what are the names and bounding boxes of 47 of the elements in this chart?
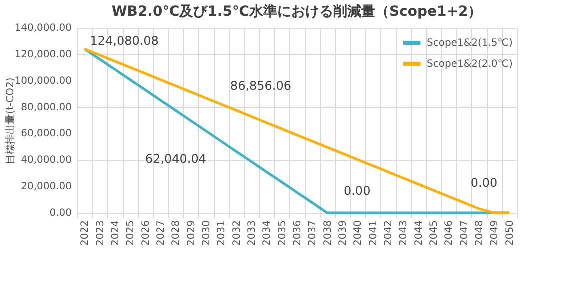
y-tick-label: 60,000.00 — [21, 128, 72, 140]
y-tick-label: 20,000.00 — [21, 182, 72, 193]
legend-label: Scope1&2(2.0℃) — [427, 59, 514, 70]
x-tick-label: 2039 — [338, 220, 350, 246]
x-tick-label: 2034 — [262, 220, 274, 246]
x-tick-label: 2040 — [353, 220, 364, 246]
annotation: 124,080.08 — [90, 34, 159, 48]
x-tick-label: 2037 — [308, 220, 319, 246]
x-tick-label: 2047 — [459, 220, 470, 246]
x-tick-label: 2028 — [171, 220, 182, 246]
x-tick-label: 2022 — [80, 220, 92, 246]
x-tick-label: 2046 — [444, 220, 456, 246]
y-axis-title: 目標排出量(t-CO2) — [4, 78, 16, 164]
y-tick-label: 80,000.00 — [21, 102, 72, 114]
x-tick-label: 2026 — [140, 220, 152, 246]
x-tick-label: 2031 — [216, 220, 228, 246]
x-tick-label: 2033 — [246, 220, 258, 246]
x-tick-label: 2042 — [384, 220, 395, 246]
x-tick-label: 2041 — [368, 220, 380, 246]
x-tick-label: 2027 — [156, 220, 167, 246]
y-tick-label: 100,000.00 — [14, 76, 72, 87]
line-series — [83, 48, 511, 214]
x-tick-label: 2045 — [429, 220, 440, 246]
y-tick-label: 40,000.00 — [21, 155, 72, 166]
x-tick-label: 2030 — [201, 220, 212, 246]
x-tick-label: 2025 — [126, 220, 137, 246]
chart-title: WB2.0℃及び1.5℃水準における削減量（Scope1+2） — [112, 4, 482, 20]
annotation: 86,856.06 — [230, 79, 292, 94]
x-tick-label: 2050 — [504, 220, 516, 246]
x-tick-label: 2043 — [398, 220, 410, 246]
y-tick-label: 120,000.00 — [14, 49, 72, 60]
x-tick-label: 2044 — [414, 220, 425, 246]
y-tick-label: 140,000.00 — [14, 23, 72, 34]
x-tick-label: 2038 — [322, 220, 334, 246]
x-tick-label: 2035 — [277, 220, 288, 246]
annotation: 0.00 — [344, 184, 371, 198]
x-tick-label: 2049 — [490, 220, 501, 246]
x-tick-label: 2029 — [186, 220, 198, 246]
x-tick-label: 2036 — [292, 220, 304, 246]
annotation: 62,040.04 — [145, 152, 207, 166]
annotation: 0.00 — [470, 176, 498, 190]
x-tick-label: 2024 — [110, 220, 122, 246]
legend-label: Scope1&2(1.5℃) — [427, 38, 514, 49]
x-tick-label: 2023 — [95, 220, 106, 246]
x-tick-label: 2048 — [474, 220, 486, 246]
y-tick-label: 0.00 — [50, 208, 72, 219]
x-tick-label: 2032 — [232, 220, 243, 246]
